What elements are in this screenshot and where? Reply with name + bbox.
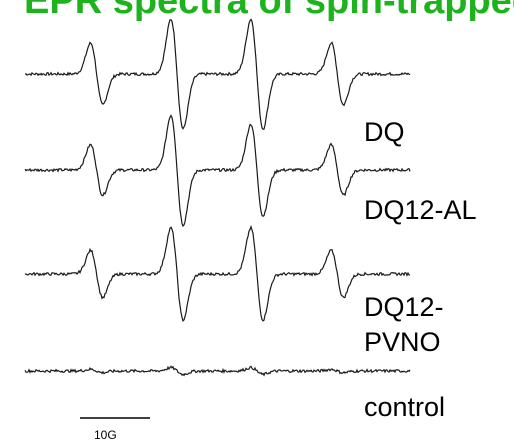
trace-dq [24,18,411,130]
series-label-dq: DQ [364,117,405,147]
chart-title: EPR spectra of spin-trapped adducts [24,0,514,22]
series-label-control: control [364,392,446,422]
scale-bar-label: 10G [94,428,117,442]
spectrum-traces [24,18,411,377]
series-label-dq12-pvno-line1: DQ12- [364,292,444,322]
trace-dq12-al [24,114,411,228]
series-label-dq12-pvno-line2: PVNO [364,327,441,357]
series-label-dq12-al: DQ12-AL [364,195,477,225]
title-clip: EPR spectra of spin-trapped adducts [0,0,514,24]
trace-dq12-pvno [24,224,411,322]
trace-control [24,365,411,377]
